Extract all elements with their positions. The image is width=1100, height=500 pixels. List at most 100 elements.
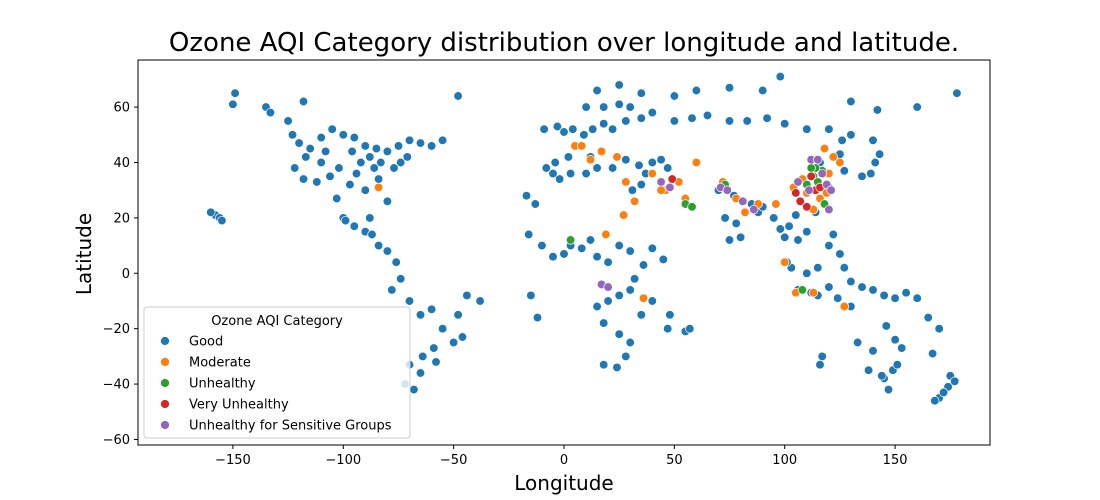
data-point — [780, 257, 790, 267]
x-tick-label: 50 — [666, 453, 683, 468]
legend-frame — [143, 306, 411, 439]
data-point — [938, 387, 949, 398]
data-point — [625, 285, 635, 295]
data-point — [647, 107, 657, 118]
data-point — [742, 116, 752, 126]
data-point — [883, 384, 894, 395]
data-point — [612, 362, 622, 373]
data-point — [618, 210, 629, 220]
data-point — [429, 343, 439, 353]
data-point — [879, 290, 889, 301]
data-point — [952, 88, 962, 98]
data-point — [749, 204, 759, 215]
data-point — [345, 179, 355, 190]
data-point — [614, 80, 624, 90]
data-point — [802, 268, 812, 278]
data-point — [462, 290, 472, 301]
data-point — [382, 196, 393, 206]
data-point — [817, 168, 827, 179]
data-point — [625, 102, 635, 112]
data-point — [846, 276, 856, 287]
x-tick-label: 150 — [883, 453, 908, 468]
data-point — [426, 141, 437, 151]
data-point — [870, 157, 880, 168]
data-point — [206, 207, 216, 217]
data-point — [327, 124, 337, 134]
data-point — [415, 310, 426, 320]
data-point — [824, 240, 834, 251]
legend-marker — [160, 336, 170, 346]
y-tick-label: 0 — [122, 267, 130, 282]
data-point — [568, 124, 578, 134]
y-axis-label: Latitude — [72, 213, 96, 295]
data-point — [415, 138, 426, 148]
data-point — [592, 85, 602, 96]
data-point — [724, 83, 735, 93]
data-point — [603, 282, 613, 292]
data-point — [585, 235, 596, 245]
legend-marker — [160, 399, 170, 409]
legend-title: Ozone AQI Category — [211, 314, 343, 329]
y-tick-label: −40 — [103, 378, 130, 393]
data-point — [396, 274, 406, 284]
x-tick-label: −150 — [215, 453, 251, 468]
data-point — [396, 157, 406, 168]
data-point — [431, 357, 441, 367]
data-point — [647, 243, 657, 253]
data-point — [305, 143, 315, 154]
data-point — [581, 102, 591, 112]
data-point — [548, 252, 558, 262]
data-point — [457, 332, 468, 342]
data-point — [638, 293, 649, 303]
data-point — [797, 285, 808, 295]
data-point — [833, 293, 843, 303]
data-point — [621, 177, 631, 187]
data-point — [298, 96, 309, 107]
data-point — [868, 285, 878, 295]
data-point — [815, 360, 825, 370]
data-point — [448, 337, 459, 348]
data-point — [404, 296, 415, 306]
data-point — [283, 116, 293, 126]
data-point — [625, 337, 635, 348]
data-point — [881, 321, 891, 331]
data-point — [453, 91, 463, 101]
y-tick-label: 20 — [113, 211, 130, 226]
data-point — [360, 185, 370, 195]
data-point — [691, 85, 702, 96]
data-point — [791, 210, 801, 220]
data-point — [839, 166, 849, 176]
data-point — [912, 102, 922, 112]
y-tick-label: 40 — [113, 156, 130, 171]
data-point — [228, 99, 238, 109]
data-point — [334, 163, 344, 173]
data-point — [373, 174, 384, 184]
data-point — [634, 160, 644, 170]
data-point — [890, 293, 900, 303]
y-axis: −60 −40 −20 0 20 40 60 — [103, 101, 138, 448]
data-point — [298, 174, 309, 184]
data-point — [552, 121, 563, 132]
data-point — [658, 254, 668, 265]
data-point — [360, 141, 370, 151]
data-point — [217, 215, 227, 226]
data-point — [347, 146, 357, 157]
data-point — [846, 130, 856, 140]
data-point — [638, 260, 649, 270]
data-point — [607, 163, 618, 173]
data-point — [824, 282, 834, 292]
data-point — [603, 257, 613, 267]
data-point — [806, 171, 816, 181]
data-point — [265, 107, 276, 118]
data-point — [868, 135, 878, 145]
data-point — [868, 346, 878, 356]
data-point — [373, 182, 384, 193]
data-point — [762, 113, 772, 123]
data-point — [579, 130, 589, 140]
data-point — [802, 227, 812, 237]
data-point — [369, 163, 379, 173]
data-point — [685, 324, 695, 334]
data-point — [391, 257, 401, 267]
data-point — [316, 132, 326, 143]
data-point — [819, 143, 830, 154]
